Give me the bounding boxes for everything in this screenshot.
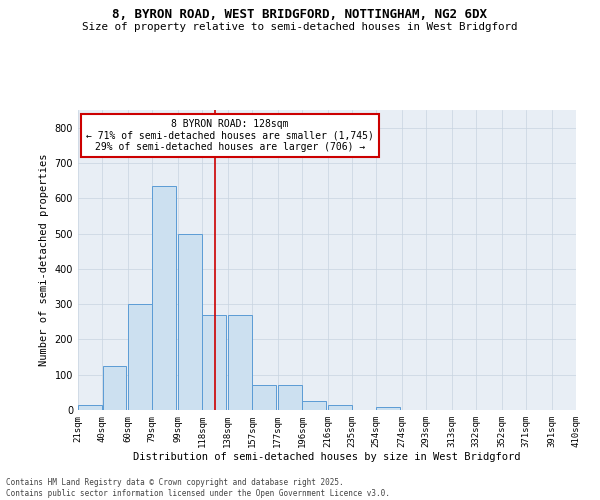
Text: Size of property relative to semi-detached houses in West Bridgford: Size of property relative to semi-detach… <box>82 22 518 32</box>
Bar <box>78 404 102 410</box>
Bar <box>302 401 326 410</box>
Y-axis label: Number of semi-detached properties: Number of semi-detached properties <box>39 154 49 366</box>
Bar <box>376 407 400 410</box>
Bar <box>178 234 202 410</box>
Bar <box>152 186 176 410</box>
Bar <box>253 386 276 410</box>
Text: Distribution of semi-detached houses by size in West Bridgford: Distribution of semi-detached houses by … <box>133 452 521 462</box>
Bar <box>228 314 252 410</box>
Text: Contains HM Land Registry data © Crown copyright and database right 2025.
Contai: Contains HM Land Registry data © Crown c… <box>6 478 390 498</box>
Bar <box>128 304 152 410</box>
Bar <box>202 314 226 410</box>
Text: 8, BYRON ROAD, WEST BRIDGFORD, NOTTINGHAM, NG2 6DX: 8, BYRON ROAD, WEST BRIDGFORD, NOTTINGHA… <box>113 8 487 20</box>
Bar <box>278 386 302 410</box>
Bar <box>103 366 127 410</box>
Text: 8 BYRON ROAD: 128sqm
← 71% of semi-detached houses are smaller (1,745)
29% of se: 8 BYRON ROAD: 128sqm ← 71% of semi-detac… <box>86 119 374 152</box>
Bar <box>328 404 352 410</box>
